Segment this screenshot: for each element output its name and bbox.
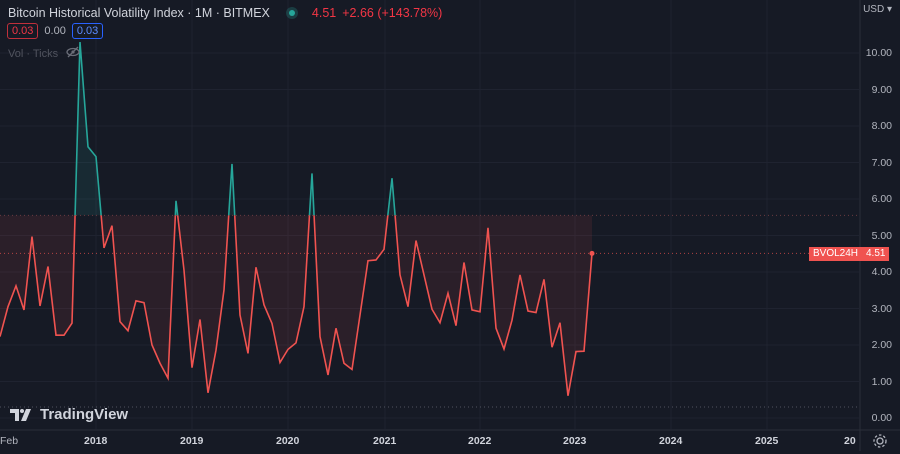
price-change: +2.66 (+143.78%) bbox=[342, 6, 443, 20]
y-tick-label: 2.00 bbox=[871, 339, 892, 351]
x-tick-label: 2019 bbox=[180, 435, 204, 447]
symbol-title[interactable]: Bitcoin Historical Volatility Index · 1M… bbox=[8, 6, 270, 20]
y-tick-label: 4.00 bbox=[871, 266, 892, 278]
x-tick-label: Feb bbox=[0, 435, 19, 447]
x-tick-label: 2020 bbox=[276, 435, 300, 447]
indicator-value-1: 0.03 bbox=[7, 23, 39, 39]
volume-indicator[interactable]: Vol · Ticks bbox=[8, 46, 80, 61]
currency-label: USD bbox=[863, 4, 885, 15]
x-tick-label: 2025 bbox=[755, 435, 779, 447]
indicator-values: 0.03 0.00 0.03 bbox=[7, 23, 104, 39]
x-tick-label: 20 bbox=[844, 435, 856, 447]
y-tick-label: 1.00 bbox=[871, 375, 892, 388]
symbol-price-tag: BVOL24H bbox=[809, 247, 863, 261]
eye-hidden-icon[interactable] bbox=[66, 46, 80, 61]
indicator-value-3: 0.03 bbox=[71, 23, 104, 39]
y-tick-label: 3.00 bbox=[871, 302, 892, 315]
x-tick-label: 2021 bbox=[373, 435, 397, 447]
tradingview-logo[interactable]: TradingView bbox=[10, 406, 128, 423]
series-line-down bbox=[0, 215, 593, 396]
y-tick-label: 9.00 bbox=[871, 83, 892, 96]
x-tick-label: 2022 bbox=[468, 435, 492, 447]
y-tick-label: 10.00 bbox=[865, 47, 892, 59]
x-tick-label: 2024 bbox=[659, 435, 683, 447]
settings-gear-icon[interactable] bbox=[872, 433, 888, 454]
indicator-value-2: 0.00 bbox=[44, 25, 66, 37]
area-fill-below bbox=[0, 215, 592, 396]
last-value: 4.51 bbox=[311, 6, 337, 20]
x-tick-label: 2023 bbox=[563, 435, 587, 447]
series-line-up bbox=[74, 41, 396, 216]
y-tick-label: 5.00 bbox=[871, 229, 892, 242]
tradingview-logo-icon bbox=[10, 408, 31, 421]
market-status-icon bbox=[285, 7, 298, 19]
chart-legend: Bitcoin Historical Volatility Index · 1M… bbox=[8, 6, 442, 20]
y-tick-label: 8.00 bbox=[871, 120, 892, 132]
x-tick-label: 2018 bbox=[84, 435, 108, 447]
currency-selector[interactable]: USD ▾ bbox=[863, 4, 892, 15]
logo-text: TradingView bbox=[40, 406, 129, 423]
y-tick-label: 0.00 bbox=[871, 412, 892, 424]
data-point bbox=[589, 250, 595, 256]
last-price-tag: 4.51 bbox=[862, 247, 890, 261]
y-tick-label: 6.00 bbox=[871, 193, 892, 205]
volume-label: Vol · Ticks bbox=[8, 47, 59, 60]
y-tick-label: 7.00 bbox=[871, 156, 892, 169]
